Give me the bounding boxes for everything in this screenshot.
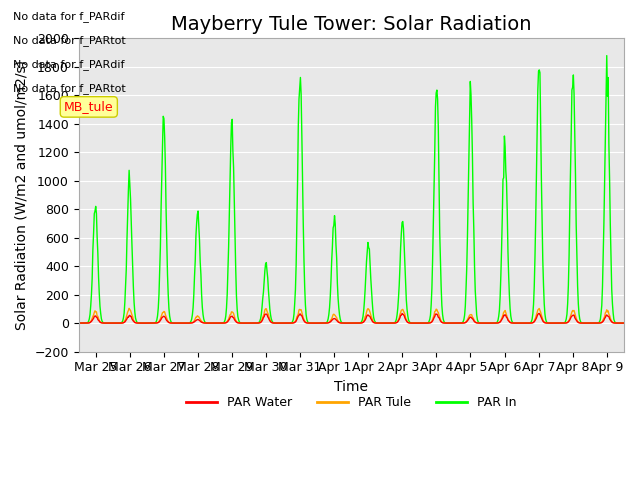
PAR Tule [140,320,147,326]
Text: No data for f_PARtot: No data for f_PARtot [13,35,125,46]
PAR In [439,312,447,317]
Line: PAR Tule: PAR Tule [79,308,624,323]
PAR In [408,320,416,326]
Text: No data for f_PARtot: No data for f_PARtot [13,83,125,94]
PAR In [75,320,83,326]
PAR Water [139,320,147,326]
Text: No data for f_PARdif: No data for f_PARdif [13,11,124,22]
PAR In [139,320,147,326]
PAR Tule [440,320,447,326]
PAR Tule [268,319,275,325]
PAR Water [408,320,416,326]
PAR Tule [620,320,628,326]
PAR Water [75,320,83,326]
Text: MB_tule: MB_tule [64,100,114,113]
PAR In [620,320,628,326]
X-axis label: Time: Time [334,380,368,394]
PAR Water [287,320,295,326]
PAR Tule [241,320,248,326]
PAR Water [439,320,447,325]
Legend: PAR Water, PAR Tule, PAR In: PAR Water, PAR Tule, PAR In [180,391,522,414]
PAR In [239,320,246,326]
PAR Water [267,319,275,324]
PAR In [245,320,253,326]
Text: No data for f_PARdif: No data for f_PARdif [13,59,124,70]
Y-axis label: Solar Radiation (W/m2 and umol/m2/s): Solar Radiation (W/m2 and umol/m2/s) [15,60,29,330]
PAR Tule [125,305,133,311]
PAR Water [620,320,628,326]
PAR Tule [409,320,417,326]
PAR Water [211,320,218,326]
PAR Water [240,320,248,326]
PAR Tule [177,320,185,326]
PAR Tule [75,320,83,326]
PAR Tule [288,320,296,326]
Line: PAR In: PAR In [79,56,624,323]
PAR In [603,53,611,59]
PAR In [267,312,275,318]
PAR In [287,320,295,326]
Title: Mayberry Tule Tower: Solar Radiation: Mayberry Tule Tower: Solar Radiation [171,15,531,34]
Line: PAR Water: PAR Water [79,313,624,323]
PAR Water [536,311,543,316]
